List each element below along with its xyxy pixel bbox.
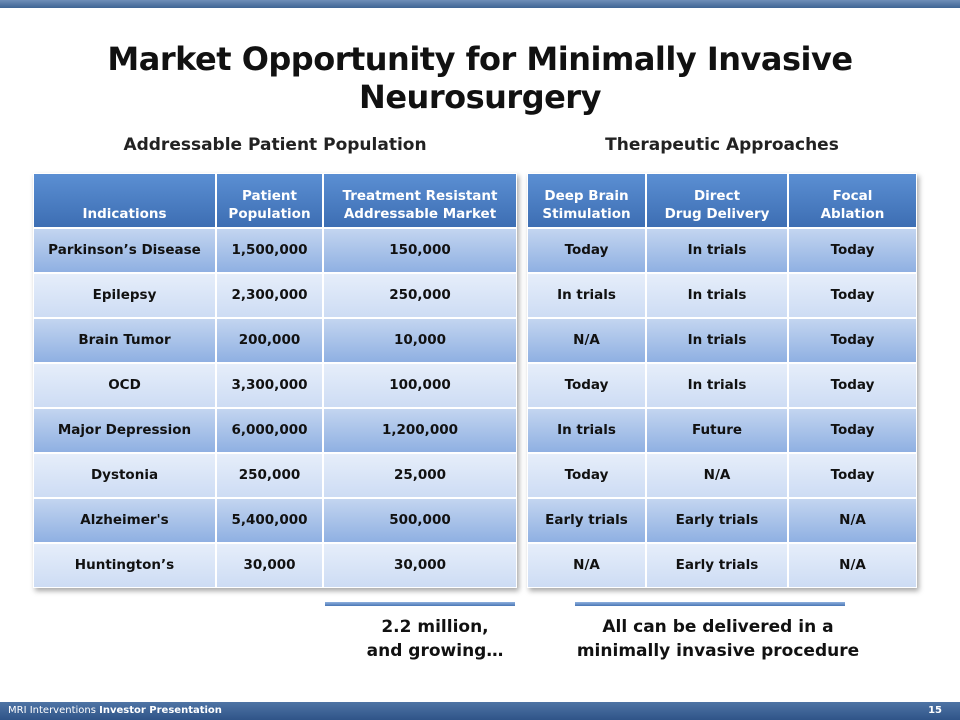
table-heading: Addressable Patient Population — [123, 135, 427, 155]
population-table: Indications Patient Population Treatment R… — [33, 173, 517, 588]
table-cell: 1,500,000 — [216, 228, 323, 273]
table-cell: Alzheimer's — [33, 498, 216, 543]
table-cell: In trials — [527, 408, 646, 453]
table-cell: N/A — [788, 543, 917, 588]
header-cell: Treatment Resistant Addressable Market — [323, 173, 517, 228]
table-cell: In trials — [646, 273, 788, 318]
top-bar — [0, 0, 960, 8]
table-cell: 10,000 — [323, 318, 517, 363]
company: MRI Interventions — [8, 705, 96, 716]
table-cell: 5,400,000 — [216, 498, 323, 543]
footer: MRI Interventions Investor Presentation … — [0, 702, 960, 720]
table-cell: 250,000 — [216, 453, 323, 498]
table-cell: Parkinson’s Disease — [33, 228, 216, 273]
table-cell: N/A — [527, 543, 646, 588]
table-cell: Today — [788, 318, 917, 363]
header-cell: Patient Population — [216, 173, 323, 228]
header-cell: Deep Brain Stimulation — [527, 173, 646, 228]
table-cell: 6,000,000 — [216, 408, 323, 453]
table-cell: Early trials — [527, 498, 646, 543]
divider — [325, 602, 515, 606]
table-heading: Therapeutic Approaches — [605, 135, 839, 155]
table-cell: In trials — [646, 318, 788, 363]
caption: All can be delivered in a minimally inva… — [576, 617, 860, 661]
table-cell: N/A — [527, 318, 646, 363]
table-cell: Early trials — [646, 498, 788, 543]
table-cell: Today — [788, 363, 917, 408]
table-cell: 100,000 — [323, 363, 517, 408]
divider — [575, 602, 845, 606]
table-cell: In trials — [646, 228, 788, 273]
header-cell: Focal Ablation — [788, 173, 917, 228]
table-cell: 500,000 — [323, 498, 517, 543]
table-cell: N/A — [788, 498, 917, 543]
table-cell: 250,000 — [323, 273, 517, 318]
table-cell: Huntington’s — [33, 543, 216, 588]
table-cell: Today — [788, 453, 917, 498]
footer-label: Investor Presentation — [99, 705, 222, 716]
table-cell: Today — [788, 273, 917, 318]
table-cell: Epilepsy — [33, 273, 216, 318]
table-cell: Today — [527, 228, 646, 273]
table-cell: 2,300,000 — [216, 273, 323, 318]
table-cell: In trials — [527, 273, 646, 318]
caption: 2.2 million, and growing… — [366, 617, 504, 661]
table-cell: 1,200,000 — [323, 408, 517, 453]
table-cell: 200,000 — [216, 318, 323, 363]
slide-title: Market Opportunity for Minimally Invasiv… — [107, 40, 853, 116]
table-cell: Early trials — [646, 543, 788, 588]
table-cell: N/A — [646, 453, 788, 498]
table-cell: OCD — [33, 363, 216, 408]
table-cell: Dystonia — [33, 453, 216, 498]
page-number: 15 — [928, 705, 942, 716]
table-cell: Today — [527, 453, 646, 498]
table-cell: 25,000 — [323, 453, 517, 498]
approaches-table: Deep Brain Stimulation Direct Drug Delive… — [527, 173, 917, 588]
table-cell: Today — [527, 363, 646, 408]
table-cell: Today — [788, 228, 917, 273]
header-cell: Direct Drug Delivery — [646, 173, 788, 228]
table-cell: 150,000 — [323, 228, 517, 273]
table-cell: Brain Tumor — [33, 318, 216, 363]
table-cell: In trials — [646, 363, 788, 408]
table-cell: 30,000 — [323, 543, 517, 588]
table-cell: Major Depression — [33, 408, 216, 453]
footer-text: MRI Interventions Investor Presentation — [8, 705, 222, 716]
header-cell: Indications — [33, 173, 216, 228]
table-cell: Today — [788, 408, 917, 453]
table-cell: Future — [646, 408, 788, 453]
table-cell: 3,300,000 — [216, 363, 323, 408]
table-cell: 30,000 — [216, 543, 323, 588]
